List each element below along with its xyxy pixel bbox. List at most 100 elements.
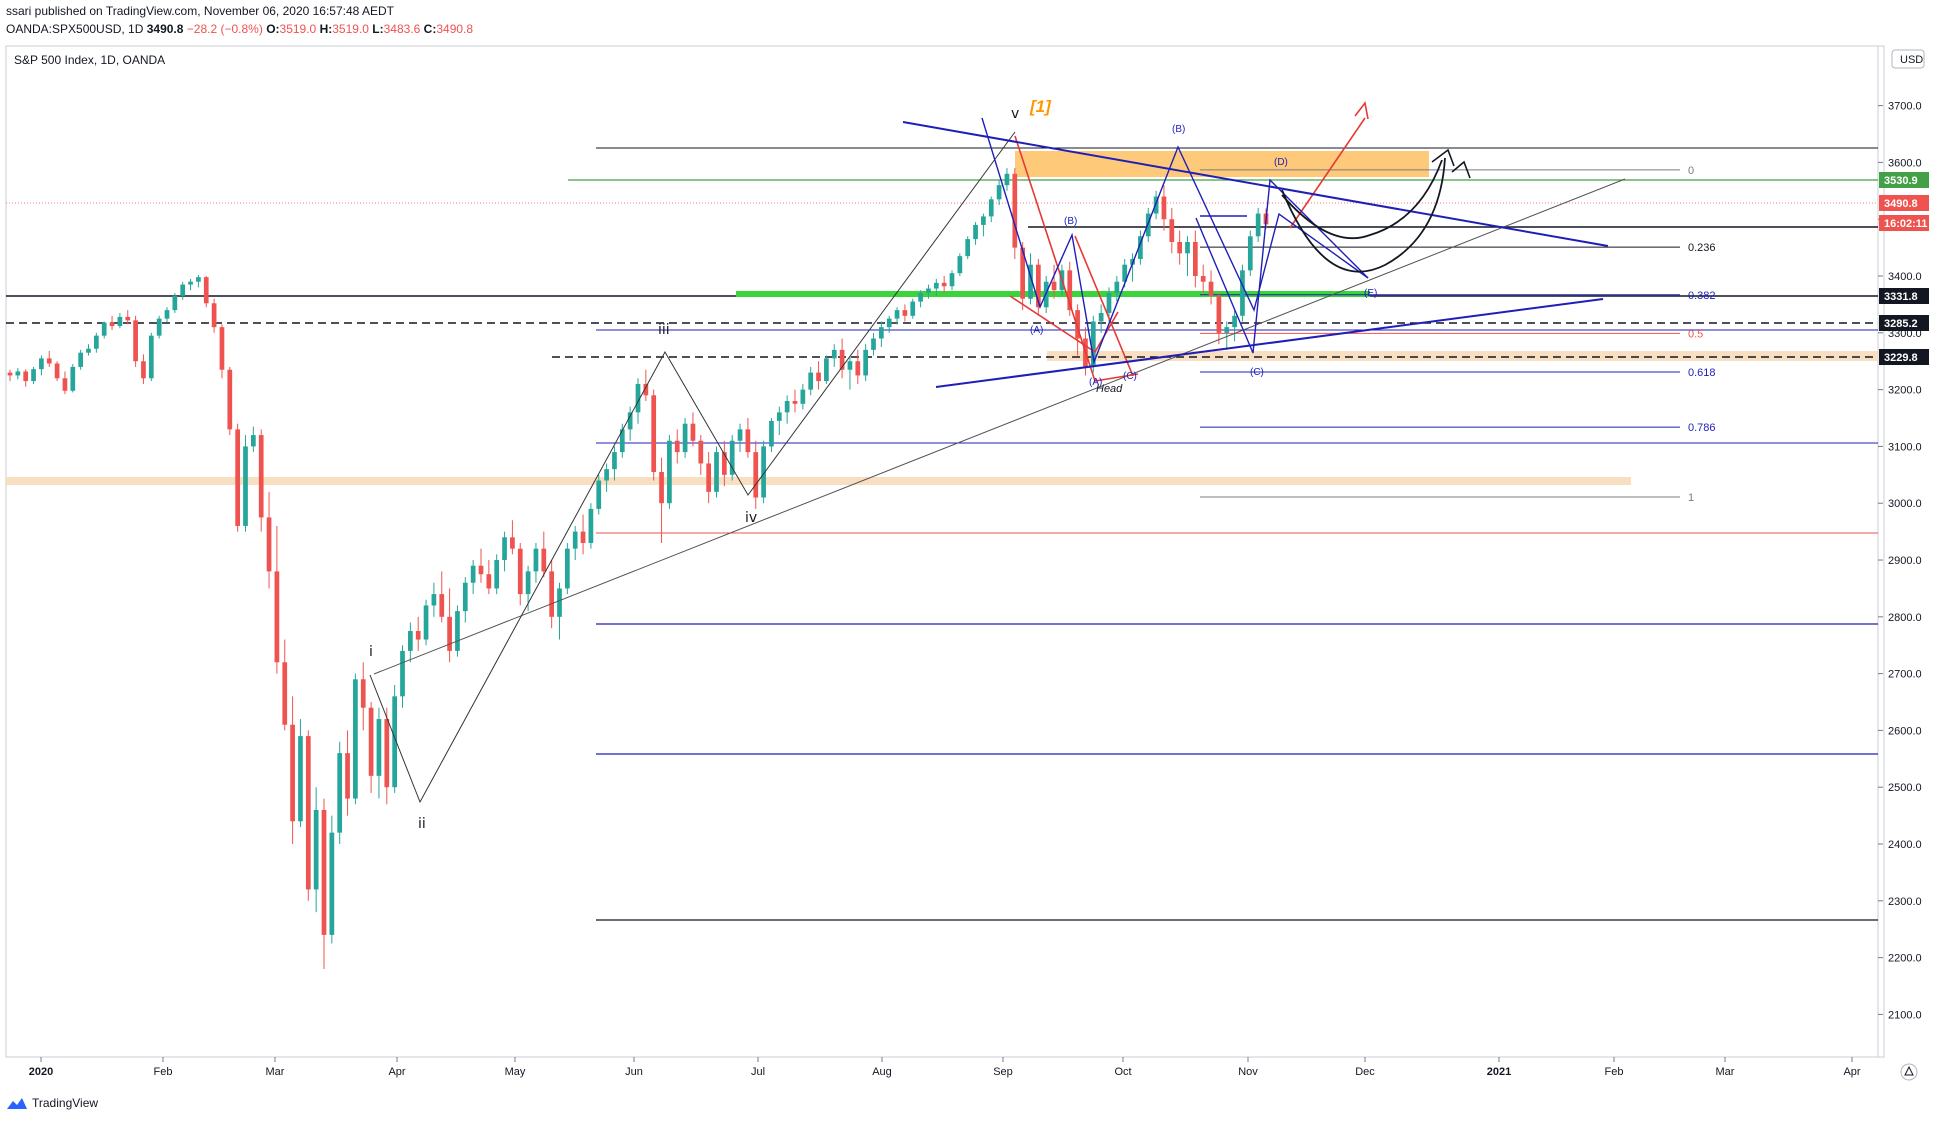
pattern-label-e: (E): [1364, 288, 1377, 299]
candle: [431, 582, 437, 617]
low-value: 3483.6: [383, 22, 421, 36]
candle: [360, 662, 366, 731]
candle: [1051, 264, 1057, 299]
candle: [93, 332, 99, 353]
candle: [941, 276, 947, 294]
candle: [39, 355, 44, 376]
candle: [337, 741, 343, 845]
y-tick-label: 2900.0: [1888, 555, 1922, 567]
pattern-label-a2: (A): [1089, 377, 1102, 388]
candle: [439, 571, 445, 623]
candle: [1004, 168, 1010, 191]
candle: [1153, 190, 1159, 220]
candle: [886, 315, 892, 333]
candle: [298, 719, 303, 827]
candle: [926, 284, 931, 299]
candle: [86, 344, 91, 356]
candle: [502, 531, 507, 572]
candle: [533, 542, 539, 583]
candle: [1090, 315, 1096, 373]
candle: [517, 542, 523, 606]
x-tick-label: 2021: [1487, 1066, 1511, 1078]
candle: [1177, 230, 1183, 265]
candle: [910, 298, 916, 319]
candle: [580, 514, 586, 555]
fib-level-label: 0.786: [1688, 422, 1716, 434]
candle: [384, 707, 390, 805]
candlesticks: [7, 168, 1269, 969]
candle: [188, 278, 193, 291]
candle: [423, 599, 429, 646]
pattern-label-c2: (C): [1250, 367, 1264, 378]
publish-text: published on TradingView.com, November 0…: [31, 4, 395, 18]
long-uptrend-line: [373, 178, 1626, 675]
svg-text:16:02:11: 16:02:11: [1884, 218, 1927, 230]
last-price: 3490.8: [146, 22, 184, 36]
fib-level-label: 1: [1688, 492, 1694, 504]
candle: [1098, 304, 1104, 333]
candle: [769, 418, 774, 453]
candle: [250, 426, 256, 453]
fib-level-label: 0.618: [1688, 367, 1716, 379]
support-zone-3230: [1047, 351, 1878, 361]
candle: [643, 369, 649, 401]
candle: [227, 366, 233, 436]
pattern-label-b2: (B): [1172, 124, 1185, 135]
candle: [172, 293, 178, 313]
pattern-label-b1: (B): [1064, 216, 1077, 227]
pattern-label-c1: (C): [1123, 371, 1137, 382]
fib-level-label: 0.236: [1688, 242, 1716, 254]
candle: [761, 440, 766, 504]
candle: [706, 452, 712, 504]
candle: [855, 349, 861, 384]
y-tick-label: 3000.0: [1888, 498, 1922, 510]
candle: [455, 605, 460, 657]
red-projection-arrow: [1289, 117, 1366, 229]
ascending-trendline: [935, 298, 1604, 388]
candle: [54, 361, 60, 382]
pattern-label-d: (D): [1274, 157, 1288, 168]
price-badge: 3285.2: [1879, 315, 1929, 331]
candle: [329, 815, 335, 944]
candle: [973, 222, 978, 245]
candle: [698, 435, 704, 475]
candle: [824, 355, 829, 384]
candle: [486, 560, 492, 595]
candle: [1255, 207, 1261, 242]
candle: [792, 389, 798, 413]
candle: [345, 730, 350, 816]
candle: [305, 730, 311, 901]
wave-label-iv: iv: [745, 510, 757, 526]
candle: [1232, 310, 1237, 342]
candle: [141, 354, 146, 384]
candle: [1247, 230, 1253, 277]
candle: [933, 278, 939, 296]
candle: [557, 582, 562, 640]
blue-triangle-pattern: [1195, 178, 1369, 354]
candle: [965, 236, 971, 259]
candle: [988, 196, 994, 223]
author-name[interactable]: ssari: [6, 4, 32, 18]
candle: [353, 673, 358, 805]
currency-box[interactable]: [1891, 49, 1925, 69]
candle: [196, 274, 201, 288]
fibonacci-retracement[interactable]: 0 0.236 0.382 0.5 0.618 0.786 1: [1200, 165, 1716, 504]
candle: [627, 406, 633, 441]
candle: [1185, 236, 1190, 277]
tradingview-footer[interactable]: TradingView: [6, 1096, 98, 1110]
candle: [541, 531, 547, 578]
candle: [784, 395, 790, 424]
candle: [808, 366, 814, 396]
y-tick-label: 2700.0: [1888, 669, 1922, 681]
candle: [62, 371, 68, 395]
x-tick-label: Aug: [872, 1066, 892, 1078]
candle: [839, 338, 845, 379]
candle: [957, 253, 963, 277]
auto-scale-icon[interactable]: [1900, 1063, 1918, 1081]
fib-level-label: 0: [1688, 165, 1694, 177]
candle: [918, 290, 923, 308]
candle: [572, 525, 578, 561]
y-tick-label: 2600.0: [1888, 725, 1922, 737]
chart-frame: [5, 45, 1885, 1058]
